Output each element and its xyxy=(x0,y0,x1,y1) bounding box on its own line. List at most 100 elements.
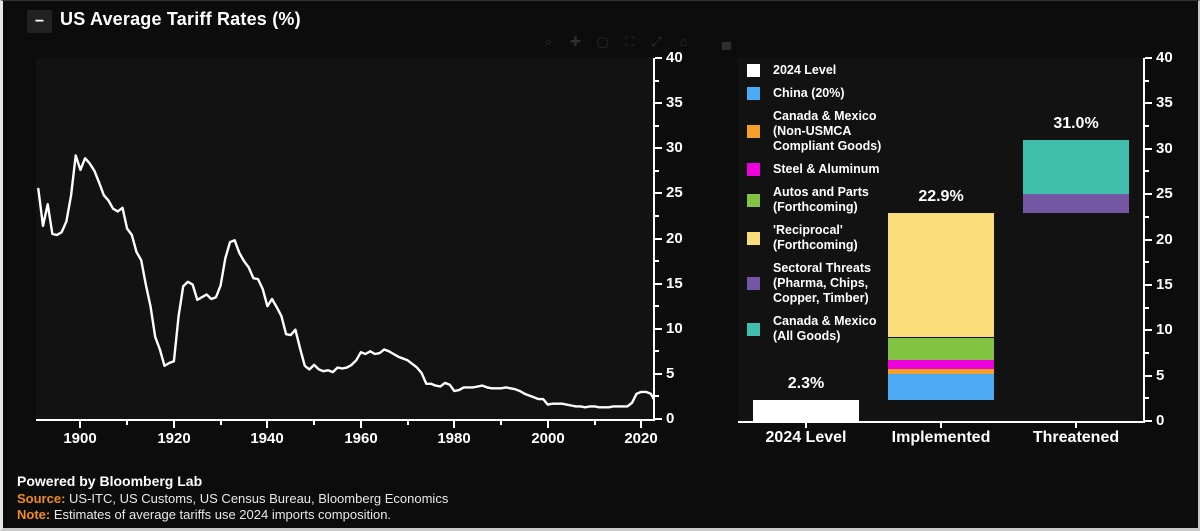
left-y-tick xyxy=(655,238,662,240)
left-x-minor-tick xyxy=(407,421,409,425)
left-x-minor-tick xyxy=(220,421,222,425)
zoom-icon[interactable]: ⌕ xyxy=(544,34,553,49)
source-label: Source: xyxy=(17,491,66,506)
legend-swatch xyxy=(747,125,760,138)
left-y-tick xyxy=(655,170,659,172)
left-y-tick xyxy=(655,373,662,375)
legend-swatch xyxy=(747,163,760,176)
legend-swatch xyxy=(747,64,760,77)
legend-item-5[interactable]: Autos and Parts (Forthcoming) xyxy=(747,185,925,215)
left-y-tick-label: 10 xyxy=(666,320,683,337)
legend-swatch xyxy=(747,322,760,336)
chart-logo-icon[interactable]: ▄ xyxy=(721,34,732,49)
right-y-tick-label: 5 xyxy=(1156,367,1165,384)
note-text: Estimates of average tariffs use 2024 im… xyxy=(50,507,392,522)
left-chart-y-axis xyxy=(653,58,655,421)
right-y-tick xyxy=(1145,193,1152,195)
left-x-tick xyxy=(453,421,455,428)
left-x-tick xyxy=(173,421,175,428)
powered-by: Powered by Bloomberg Lab xyxy=(17,473,203,489)
right-y-tick xyxy=(1145,420,1152,422)
right-y-tick xyxy=(1145,170,1149,172)
left-x-tick-label: 2000 xyxy=(531,430,565,447)
left-y-tick xyxy=(655,260,659,262)
right-y-tick-label: 20 xyxy=(1156,231,1173,248)
legend-label: Autos and Parts (Forthcoming) xyxy=(773,185,869,214)
left-x-tick-label: 1980 xyxy=(437,430,471,447)
legend-item-4[interactable]: Steel & Aluminum xyxy=(747,162,925,177)
left-y-tick-label: 40 xyxy=(666,49,683,66)
box-select-icon[interactable]: ▢ xyxy=(596,34,609,49)
category-label: Threatened xyxy=(1032,429,1120,446)
right-y-tick xyxy=(1145,329,1152,331)
legend-label: 2024 Level xyxy=(773,63,837,77)
left-x-tick-label: 1940 xyxy=(250,430,284,447)
right-x-tick xyxy=(940,421,942,428)
left-y-tick xyxy=(655,147,662,149)
line-chart-plot-area[interactable] xyxy=(36,58,655,419)
left-y-tick-label: 35 xyxy=(666,94,683,111)
pan-icon[interactable]: ✚ xyxy=(570,34,581,49)
source-text: US-ITC, US Customs, US Census Bureau, Bl… xyxy=(65,491,449,506)
left-y-tick xyxy=(655,395,659,397)
left-x-tick xyxy=(360,421,362,428)
left-x-minor-tick xyxy=(126,421,128,425)
legend-label: Canada & Mexico (All Goods) xyxy=(773,314,877,343)
left-chart-x-axis xyxy=(36,419,655,421)
right-x-tick xyxy=(1075,421,1077,428)
right-chart-y-axis xyxy=(1143,58,1145,423)
legend-swatch xyxy=(747,231,760,245)
right-y-tick xyxy=(1145,307,1149,309)
left-y-tick xyxy=(655,102,662,104)
left-x-tick-label: 2020 xyxy=(624,430,658,447)
legend-item-2[interactable]: China (20%) xyxy=(747,86,925,101)
left-x-tick-label: 1920 xyxy=(157,430,191,447)
left-x-minor-tick xyxy=(500,421,502,425)
lasso-select-icon[interactable]: ⛶ xyxy=(624,34,635,49)
modebar: ⌕ ✚ ▢ ⛶ ⤢ ⌂ ▄ xyxy=(541,34,734,50)
left-x-tick xyxy=(640,421,642,428)
left-y-tick-label: 15 xyxy=(666,275,683,292)
right-y-tick-label: 10 xyxy=(1156,321,1173,338)
chart-title: US Average Tariff Rates (%) xyxy=(60,9,301,29)
note-line: Note: Estimates of average tariffs use 2… xyxy=(17,507,391,522)
legend-swatch xyxy=(747,193,760,207)
right-y-tick xyxy=(1145,148,1152,150)
legend-item-6[interactable]: 'Reciprocal' (Forthcoming) xyxy=(747,223,925,253)
right-y-tick xyxy=(1145,261,1149,263)
left-y-tick xyxy=(655,215,659,217)
right-chart-x-axis xyxy=(738,421,1145,423)
legend-item-3[interactable]: Canada & Mexico (Non-USMCA Compliant Goo… xyxy=(747,109,925,154)
left-y-tick-label: 5 xyxy=(666,365,675,382)
left-y-tick xyxy=(655,305,659,307)
right-y-tick xyxy=(1145,375,1152,377)
left-y-tick xyxy=(655,418,662,420)
right-y-tick xyxy=(1145,216,1149,218)
legend-label: Steel & Aluminum xyxy=(773,162,880,176)
category-label: Implemented xyxy=(891,429,991,446)
left-y-tick xyxy=(655,125,659,127)
left-x-tick xyxy=(79,421,81,428)
left-x-tick-label: 1900 xyxy=(63,430,97,447)
right-y-tick xyxy=(1145,57,1152,59)
right-y-tick-label: 0 xyxy=(1156,412,1165,429)
legend-swatch xyxy=(747,277,760,290)
legend-label: Canada & Mexico (Non-USMCA Compliant Goo… xyxy=(773,109,882,153)
reset-axes-icon[interactable]: ⌂ xyxy=(679,34,688,49)
right-x-tick xyxy=(805,421,807,428)
left-x-tick xyxy=(547,421,549,428)
right-y-tick-label: 30 xyxy=(1156,140,1173,157)
legend-item-7[interactable]: Sectoral Threats (Pharma, Chips, Copper,… xyxy=(747,261,925,306)
tariff-history-line xyxy=(37,154,655,409)
collapse-button[interactable]: − xyxy=(27,10,52,33)
left-x-tick-label: 1960 xyxy=(344,430,378,447)
left-y-tick xyxy=(655,80,659,82)
autoscale-icon[interactable]: ⤢ xyxy=(651,34,662,49)
left-y-tick xyxy=(655,328,662,330)
legend-swatch xyxy=(747,87,760,100)
legend-item-1[interactable]: 2024 Level xyxy=(747,63,925,78)
right-y-tick-label: 15 xyxy=(1156,276,1173,293)
legend-item-8[interactable]: Canada & Mexico (All Goods) xyxy=(747,314,925,344)
left-x-minor-tick xyxy=(313,421,315,425)
